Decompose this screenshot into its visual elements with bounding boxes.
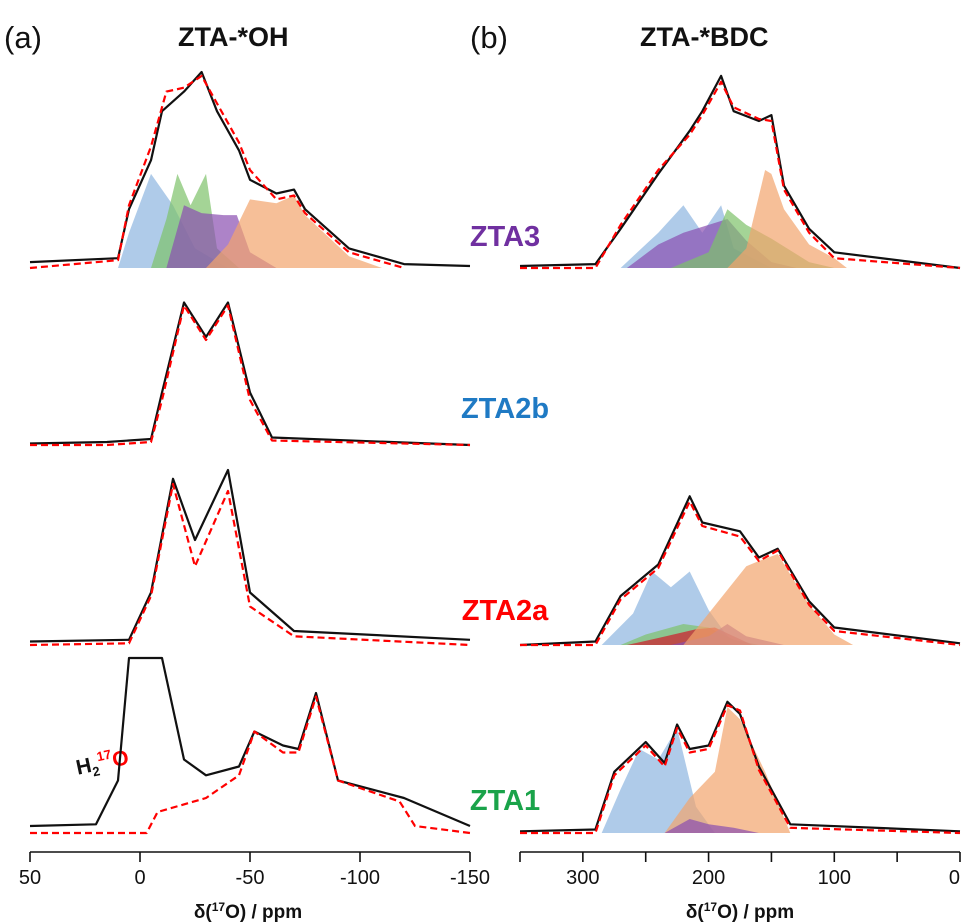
x-tick-label-b-5: 100 — [818, 867, 851, 889]
h2o-sup: 17 — [95, 747, 112, 765]
component-purple-zta1-b — [664, 819, 759, 833]
experimental-spectrum-zta2a-a — [29, 468, 471, 643]
row-label-zta1: ZTA1 — [470, 785, 540, 817]
simulated-spectrum-zta2a-b — [520, 500, 961, 647]
simulated-spectrum-zta2b-a — [30, 304, 471, 447]
x-tick-label-b-3: 200 — [692, 867, 725, 889]
axis-a-title: δ(17O) / ppm — [194, 900, 302, 923]
experimental-spectrum-zta2a-b — [519, 495, 961, 647]
panel-b-title: ZTA-*BDC — [640, 22, 768, 52]
experimental-spectrum-zta2b-a — [29, 301, 471, 447]
h2o-annotation: H217O — [73, 743, 131, 782]
simulated-spectrum-zta1-b — [520, 704, 961, 835]
h2o-sub: 2 — [91, 763, 101, 779]
experimental-spectrum-zta1-b — [519, 700, 961, 833]
x-tick-label-b-7: 0 — [949, 867, 960, 889]
x-tick-label-a-4: -150 — [450, 867, 490, 889]
x-tick-label-a-0: 50 — [19, 867, 41, 889]
panel-a-title: ZTA-*OH — [178, 22, 288, 52]
h2o-h: H — [74, 754, 94, 780]
simulated-spectrum-zta3-a — [29, 74, 405, 270]
component-orange-zta3-a — [206, 195, 382, 268]
row-label-zta2b: ZTA2b — [461, 393, 549, 425]
experimental-spectrum-zta3-a — [29, 70, 471, 268]
x-tick-label-a-2: -50 — [236, 867, 265, 889]
component-orange-zta3-b — [727, 170, 847, 268]
simulated-spectrum-zta2a-a — [29, 482, 471, 647]
row-label-zta2a: ZTA2a — [462, 595, 549, 627]
component-orange-zta1-b — [664, 707, 791, 833]
x-tick-label-b-1: 300 — [566, 867, 599, 889]
axis-b-title: δ(17O) / ppm — [686, 900, 794, 923]
x-tick-label-a-3: -100 — [340, 867, 380, 889]
row-label-zta3: ZTA3 — [470, 221, 540, 253]
simulated-spectrum-zta3-b — [520, 80, 961, 270]
simulated-spectrum-zta1-a — [30, 695, 471, 835]
panel-a-tag: (a) — [4, 20, 42, 55]
x-tick-label-a-1: 0 — [134, 867, 145, 889]
panel-b-tag: (b) — [470, 20, 508, 55]
component-orange-zta2a-b — [683, 554, 854, 645]
plot-layer — [29, 70, 961, 835]
axes-layer: 50 0 -50 -100 -150 300 200 100 0 — [19, 851, 961, 889]
